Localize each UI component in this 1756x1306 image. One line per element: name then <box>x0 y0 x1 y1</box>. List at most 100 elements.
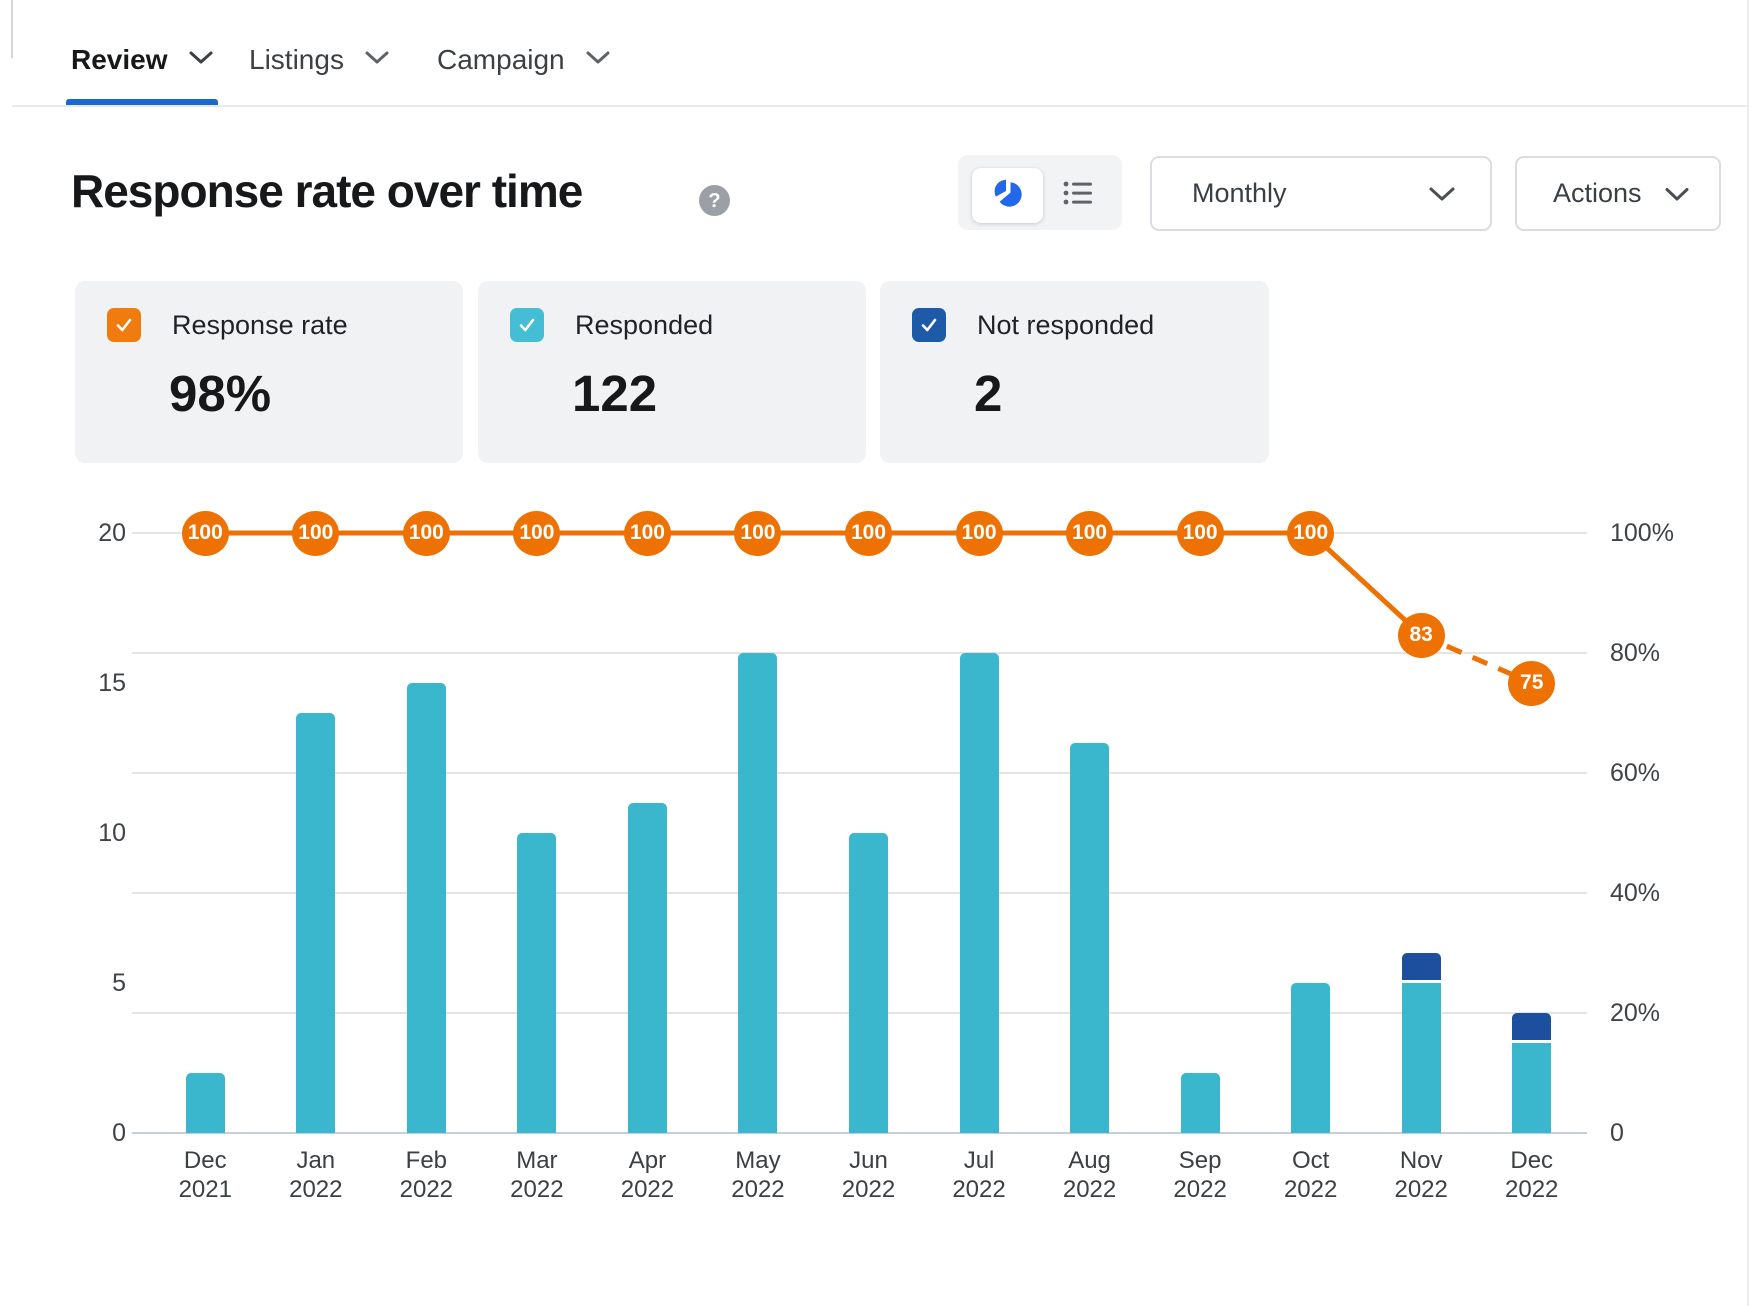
check-icon <box>519 318 535 332</box>
chart-view-button[interactable] <box>972 168 1043 223</box>
right-axis-tick-label: 0 <box>1610 1119 1624 1147</box>
bar-responded[interactable] <box>1512 1043 1552 1133</box>
right-axis-tick-label: 40% <box>1610 879 1661 907</box>
rate-point-marker[interactable]: 83 <box>1397 612 1445 658</box>
bar-responded[interactable] <box>1291 983 1331 1133</box>
tab-review-label: Review <box>71 44 168 75</box>
response-rate-line <box>205 530 1533 686</box>
x-axis-month-label-line: 2022 <box>510 1176 564 1203</box>
x-axis-month-label-line: Mar <box>516 1147 558 1174</box>
x-axis-month-label-line: Jul <box>963 1147 995 1174</box>
card-label: Response rate <box>172 310 348 340</box>
bar-not-responded[interactable] <box>1401 953 1441 980</box>
list-view-button[interactable] <box>1048 168 1108 223</box>
chevron-down-icon <box>585 50 611 70</box>
chevron-down-icon <box>1664 178 1690 209</box>
tab-campaign-label: Campaign <box>437 44 565 75</box>
pie-chart-icon <box>993 178 1023 213</box>
bar-responded[interactable] <box>185 1073 225 1133</box>
x-axis-month-label-line: 2022 <box>1394 1176 1448 1203</box>
rate-point-marker[interactable]: 75 <box>1508 660 1556 706</box>
x-axis-month-label-line: 2022 <box>1505 1176 1559 1203</box>
tab-listings-label: Listings <box>249 44 344 75</box>
page-right-edge <box>1747 0 1749 1306</box>
rate-point-marker[interactable]: 100 <box>1066 510 1114 556</box>
x-axis-month-label: May 2022 <box>693 1146 823 1204</box>
bar-responded[interactable] <box>296 713 336 1133</box>
page-title: Response rate over time <box>71 165 583 217</box>
x-axis-month-label-line: 2021 <box>178 1176 232 1203</box>
x-axis-month-label-line: 2022 <box>1283 1176 1338 1203</box>
left-axis-tick-label: 20 <box>98 519 126 547</box>
card-responded: Responded 122 <box>478 281 866 463</box>
bar-responded[interactable] <box>849 833 888 1133</box>
x-axis-month-label-line: Aug <box>1068 1147 1111 1174</box>
bar-responded[interactable] <box>406 683 446 1133</box>
check-icon <box>116 318 132 332</box>
x-axis-month-label: Jun 2022 <box>804 1146 934 1204</box>
list-icon <box>1063 180 1093 211</box>
rate-point-marker[interactable]: 100 <box>402 510 450 556</box>
not-responded-checkbox[interactable] <box>912 308 946 342</box>
x-axis-month-label: Dec 2022 <box>1467 1146 1597 1204</box>
card-value: 122 <box>572 365 658 422</box>
bar-responded[interactable] <box>959 653 999 1133</box>
response-rate-checkbox[interactable] <box>107 308 141 342</box>
bar-responded[interactable] <box>1180 1073 1220 1133</box>
rate-point-marker[interactable]: 100 <box>623 510 671 556</box>
bar-responded[interactable] <box>1401 983 1441 1133</box>
left-axis-tick-label: 15 <box>98 669 126 697</box>
bar-not-responded[interactable] <box>1512 1013 1552 1040</box>
bar-responded[interactable] <box>1070 743 1110 1133</box>
x-axis-month-label-line: May <box>735 1147 781 1174</box>
tab-campaign[interactable]: Campaign <box>437 40 611 80</box>
chevron-down-icon <box>188 50 214 70</box>
chevron-down-icon <box>364 50 390 70</box>
x-axis-month-label-line: 2022 <box>289 1176 343 1203</box>
card-label: Responded <box>575 310 714 340</box>
card-label: Not responded <box>977 310 1155 340</box>
x-axis-month-label-line: 2022 <box>399 1176 454 1203</box>
check-icon <box>921 318 937 332</box>
x-axis-month-label: Nov 2022 <box>1356 1146 1486 1204</box>
bar-responded[interactable] <box>627 803 667 1133</box>
x-axis-month-label-line: Feb <box>405 1147 448 1174</box>
rate-point-marker[interactable]: 100 <box>513 510 561 556</box>
card-value: 2 <box>974 365 1003 422</box>
gridline <box>132 772 1587 774</box>
rate-line-dashed-segment <box>1420 632 1533 686</box>
rate-point-marker[interactable]: 100 <box>845 510 892 556</box>
period-select[interactable]: Monthly <box>1150 156 1492 231</box>
bar-responded[interactable] <box>517 833 557 1133</box>
x-axis-month-label-line: Dec <box>1510 1147 1554 1174</box>
rate-point-marker[interactable]: 100 <box>292 510 340 556</box>
actions-button[interactable]: Actions <box>1515 156 1721 231</box>
x-axis-month-label-line: Jun <box>849 1147 888 1174</box>
help-icon[interactable]: ? <box>699 185 730 216</box>
right-axis-tick-label: 60% <box>1610 759 1661 787</box>
x-axis-month-label-line: Nov <box>1399 1147 1443 1174</box>
rate-point-marker[interactable]: 100 <box>1287 510 1335 556</box>
x-axis-month-label-line: Jan <box>296 1147 336 1174</box>
right-axis-tick-label: 80% <box>1610 639 1661 667</box>
tab-listings[interactable]: Listings <box>249 40 390 80</box>
tab-review[interactable]: Review <box>71 40 214 80</box>
rate-point-marker[interactable]: 100 <box>181 510 229 556</box>
rate-point-marker[interactable]: 100 <box>955 510 1003 556</box>
rate-point-marker[interactable]: 100 <box>734 510 782 556</box>
x-axis-month-label: Jul 2022 <box>914 1146 1044 1204</box>
x-axis-month-label: Oct 2022 <box>1246 1146 1376 1204</box>
x-axis-month-label-line: 2022 <box>952 1176 1006 1203</box>
responded-checkbox[interactable] <box>510 308 544 342</box>
x-axis-month-label-line: 2022 <box>731 1176 785 1203</box>
rate-point-marker[interactable]: 100 <box>1176 510 1224 556</box>
left-axis-tick-label: 0 <box>112 1119 126 1147</box>
x-axis-month-label: Sep 2022 <box>1135 1146 1265 1204</box>
x-axis-month-label-line: 2022 <box>620 1176 675 1203</box>
bar-responded[interactable] <box>738 653 778 1133</box>
active-tab-underline <box>66 99 218 107</box>
actions-button-label: Actions <box>1553 178 1642 208</box>
x-axis-month-label: Apr 2022 <box>582 1146 712 1204</box>
x-axis-month-label: Dec 2021 <box>140 1146 270 1204</box>
